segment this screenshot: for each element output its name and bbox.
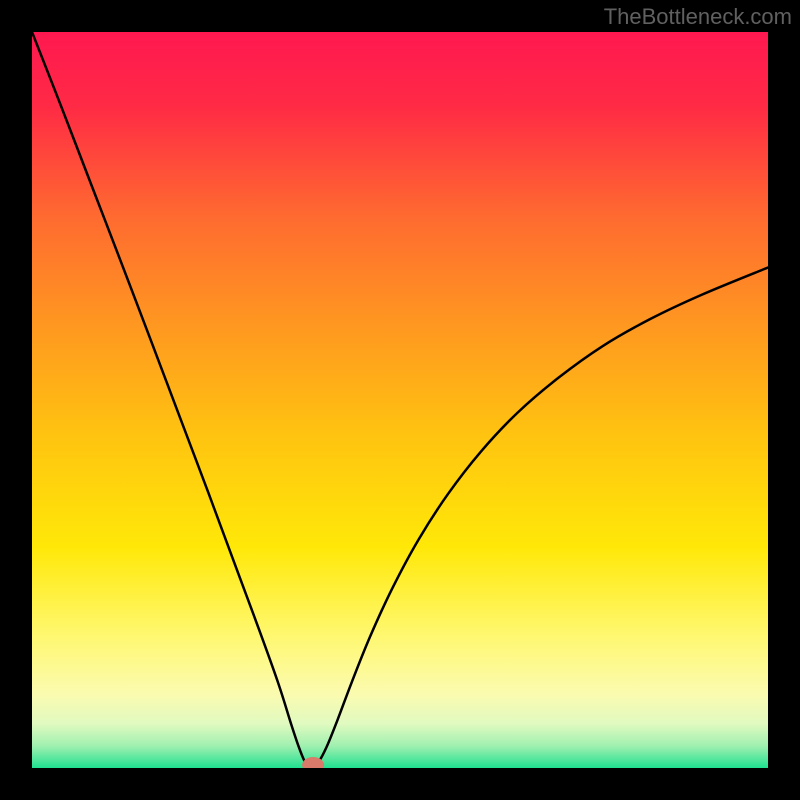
plot-area [32, 32, 768, 768]
gradient-background [32, 32, 768, 768]
watermark-label: TheBottleneck.com [604, 4, 792, 30]
plot-svg [32, 32, 768, 768]
chart-frame: TheBottleneck.com [0, 0, 800, 800]
